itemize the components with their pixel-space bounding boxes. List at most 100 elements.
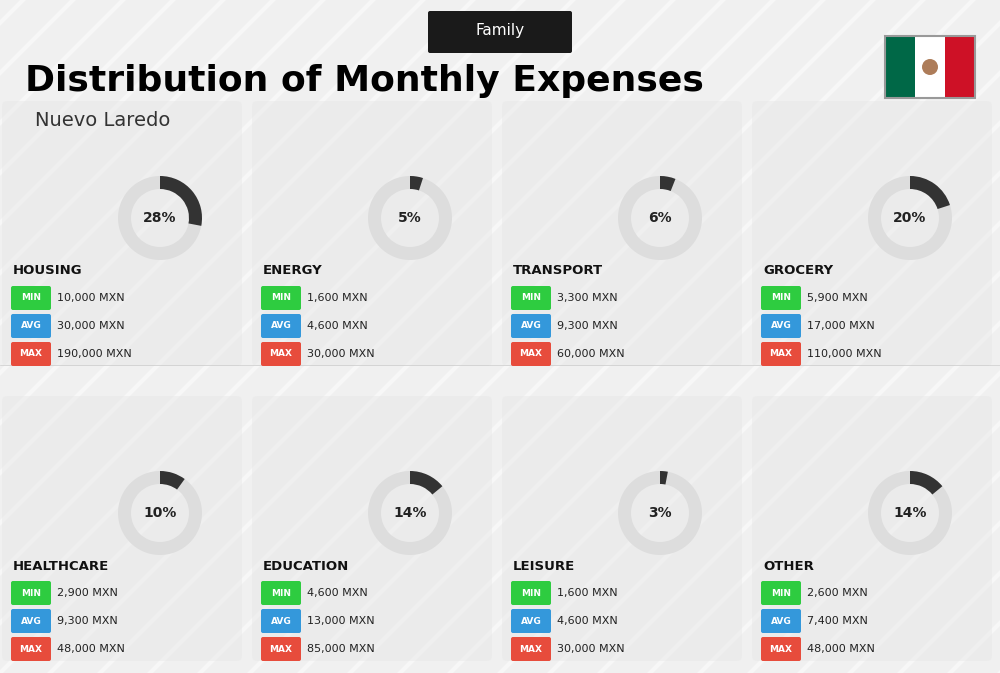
Text: MIN: MIN bbox=[521, 293, 541, 302]
Text: 4,600 MXN: 4,600 MXN bbox=[307, 588, 368, 598]
FancyBboxPatch shape bbox=[511, 609, 551, 633]
Wedge shape bbox=[368, 176, 452, 260]
Text: 4,600 MXN: 4,600 MXN bbox=[557, 616, 618, 626]
Wedge shape bbox=[660, 176, 675, 191]
Text: 85,000 MXN: 85,000 MXN bbox=[307, 644, 375, 654]
FancyBboxPatch shape bbox=[761, 342, 801, 366]
Text: 3%: 3% bbox=[648, 506, 672, 520]
FancyBboxPatch shape bbox=[11, 342, 51, 366]
Text: MIN: MIN bbox=[771, 293, 791, 302]
Text: TRANSPORT: TRANSPORT bbox=[513, 264, 603, 277]
FancyBboxPatch shape bbox=[252, 396, 492, 661]
FancyBboxPatch shape bbox=[885, 36, 915, 98]
Text: 4,600 MXN: 4,600 MXN bbox=[307, 321, 368, 331]
FancyBboxPatch shape bbox=[11, 637, 51, 661]
FancyBboxPatch shape bbox=[511, 314, 551, 338]
FancyBboxPatch shape bbox=[915, 36, 945, 98]
FancyBboxPatch shape bbox=[11, 314, 51, 338]
Text: 5%: 5% bbox=[398, 211, 422, 225]
FancyBboxPatch shape bbox=[261, 637, 301, 661]
Text: AVG: AVG bbox=[521, 322, 541, 330]
Text: 110,000 MXN: 110,000 MXN bbox=[807, 349, 882, 359]
Wedge shape bbox=[160, 471, 185, 489]
Wedge shape bbox=[410, 176, 423, 190]
Text: 48,000 MXN: 48,000 MXN bbox=[57, 644, 125, 654]
Wedge shape bbox=[660, 471, 668, 485]
Wedge shape bbox=[618, 176, 702, 260]
Text: 1,600 MXN: 1,600 MXN bbox=[307, 293, 368, 303]
Text: 1,600 MXN: 1,600 MXN bbox=[557, 588, 618, 598]
Text: 7,400 MXN: 7,400 MXN bbox=[807, 616, 868, 626]
Text: MIN: MIN bbox=[521, 588, 541, 598]
Text: AVG: AVG bbox=[21, 322, 41, 330]
Wedge shape bbox=[410, 471, 442, 495]
Text: HOUSING: HOUSING bbox=[13, 264, 83, 277]
FancyBboxPatch shape bbox=[252, 101, 492, 366]
Wedge shape bbox=[868, 176, 952, 260]
Text: MIN: MIN bbox=[271, 293, 291, 302]
Text: 48,000 MXN: 48,000 MXN bbox=[807, 644, 875, 654]
Wedge shape bbox=[868, 471, 952, 555]
Text: MIN: MIN bbox=[21, 293, 41, 302]
Wedge shape bbox=[618, 471, 702, 555]
Text: 5,900 MXN: 5,900 MXN bbox=[807, 293, 868, 303]
Text: 28%: 28% bbox=[143, 211, 177, 225]
Text: MAX: MAX bbox=[770, 349, 792, 359]
FancyBboxPatch shape bbox=[261, 342, 301, 366]
Text: LEISURE: LEISURE bbox=[513, 559, 575, 573]
Text: 60,000 MXN: 60,000 MXN bbox=[557, 349, 625, 359]
Text: 30,000 MXN: 30,000 MXN bbox=[557, 644, 625, 654]
Text: GROCERY: GROCERY bbox=[763, 264, 833, 277]
Wedge shape bbox=[118, 176, 202, 260]
Wedge shape bbox=[910, 471, 942, 495]
Text: 2,900 MXN: 2,900 MXN bbox=[57, 588, 118, 598]
Text: HEALTHCARE: HEALTHCARE bbox=[13, 559, 109, 573]
FancyBboxPatch shape bbox=[511, 286, 551, 310]
Text: AVG: AVG bbox=[521, 616, 541, 625]
Text: MAX: MAX bbox=[520, 645, 542, 653]
Text: 20%: 20% bbox=[893, 211, 927, 225]
FancyBboxPatch shape bbox=[761, 286, 801, 310]
Text: 17,000 MXN: 17,000 MXN bbox=[807, 321, 875, 331]
Text: 10%: 10% bbox=[143, 506, 177, 520]
FancyBboxPatch shape bbox=[11, 286, 51, 310]
FancyBboxPatch shape bbox=[502, 396, 742, 661]
Text: 10,000 MXN: 10,000 MXN bbox=[57, 293, 125, 303]
Text: 6%: 6% bbox=[648, 211, 672, 225]
Text: MIN: MIN bbox=[21, 588, 41, 598]
Text: OTHER: OTHER bbox=[763, 559, 814, 573]
FancyBboxPatch shape bbox=[761, 609, 801, 633]
Text: AVG: AVG bbox=[271, 616, 291, 625]
FancyBboxPatch shape bbox=[511, 342, 551, 366]
Text: Nuevo Laredo: Nuevo Laredo bbox=[35, 112, 170, 131]
FancyBboxPatch shape bbox=[261, 581, 301, 605]
Text: 2,600 MXN: 2,600 MXN bbox=[807, 588, 868, 598]
FancyBboxPatch shape bbox=[761, 581, 801, 605]
FancyBboxPatch shape bbox=[761, 637, 801, 661]
Text: MIN: MIN bbox=[771, 588, 791, 598]
Text: AVG: AVG bbox=[771, 616, 791, 625]
Text: 3,300 MXN: 3,300 MXN bbox=[557, 293, 618, 303]
Wedge shape bbox=[910, 176, 950, 209]
Text: MAX: MAX bbox=[270, 349, 292, 359]
Text: 30,000 MXN: 30,000 MXN bbox=[57, 321, 125, 331]
Text: ENERGY: ENERGY bbox=[263, 264, 323, 277]
FancyBboxPatch shape bbox=[511, 637, 551, 661]
FancyBboxPatch shape bbox=[261, 286, 301, 310]
Text: AVG: AVG bbox=[21, 616, 41, 625]
FancyBboxPatch shape bbox=[2, 396, 242, 661]
Text: 14%: 14% bbox=[893, 506, 927, 520]
FancyBboxPatch shape bbox=[752, 101, 992, 366]
Text: MAX: MAX bbox=[770, 645, 792, 653]
FancyBboxPatch shape bbox=[511, 581, 551, 605]
Text: 9,300 MXN: 9,300 MXN bbox=[57, 616, 118, 626]
Text: EDUCATION: EDUCATION bbox=[263, 559, 349, 573]
Text: MIN: MIN bbox=[271, 588, 291, 598]
Text: MAX: MAX bbox=[20, 645, 42, 653]
Circle shape bbox=[922, 59, 938, 75]
Text: 14%: 14% bbox=[393, 506, 427, 520]
Text: 190,000 MXN: 190,000 MXN bbox=[57, 349, 132, 359]
FancyBboxPatch shape bbox=[945, 36, 975, 98]
FancyBboxPatch shape bbox=[11, 609, 51, 633]
Wedge shape bbox=[160, 176, 202, 226]
